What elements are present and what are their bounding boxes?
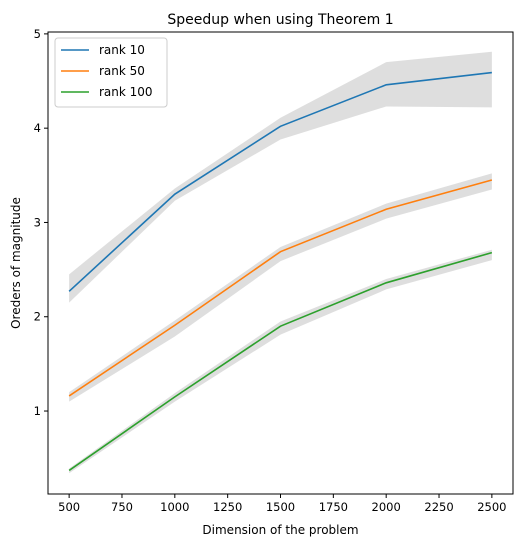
legend-box bbox=[54, 37, 168, 108]
y-tick-label: 3 bbox=[34, 215, 41, 229]
line-rank-50 bbox=[68, 179, 493, 397]
x-tick-label: 500 bbox=[58, 500, 80, 514]
y-axis-ticks: 1 2 3 4 5 bbox=[34, 27, 48, 418]
x-tick-label: 1250 bbox=[213, 500, 242, 514]
legend: rank 10 rank 50 rank 100 bbox=[54, 37, 168, 108]
x-tick-label: 750 bbox=[111, 500, 133, 514]
y-tick-label: 5 bbox=[34, 27, 41, 41]
chart-title: Speedup when using Theorem 1 bbox=[167, 12, 393, 28]
line-rank-100 bbox=[68, 251, 493, 472]
x-tick-label: 1000 bbox=[160, 500, 189, 514]
confidence-bands bbox=[69, 51, 492, 474]
x-tick-label: 2250 bbox=[424, 500, 453, 514]
legend-entry: rank 100 bbox=[99, 85, 153, 99]
x-axis-ticks: 500 750 1000 1250 1500 1750 2000 2250 2500 bbox=[58, 494, 507, 514]
x-tick-label: 1750 bbox=[319, 500, 348, 514]
x-axis-label: Dimension of the problem bbox=[202, 523, 358, 537]
legend-entry: rank 50 bbox=[99, 64, 145, 78]
y-axis-label: Oreders of magnitude bbox=[9, 197, 23, 329]
x-tick-label: 1500 bbox=[266, 500, 295, 514]
y-tick-label: 2 bbox=[34, 310, 41, 324]
x-tick-label: 2500 bbox=[477, 500, 506, 514]
x-tick-label: 2000 bbox=[372, 500, 401, 514]
y-tick-label: 1 bbox=[34, 404, 41, 418]
line-rank-10 bbox=[68, 71, 492, 292]
legend-entry: rank 10 bbox=[99, 43, 145, 57]
series-lines bbox=[68, 71, 493, 472]
y-tick-label: 4 bbox=[34, 121, 41, 135]
band-rank-50 bbox=[69, 173, 492, 402]
